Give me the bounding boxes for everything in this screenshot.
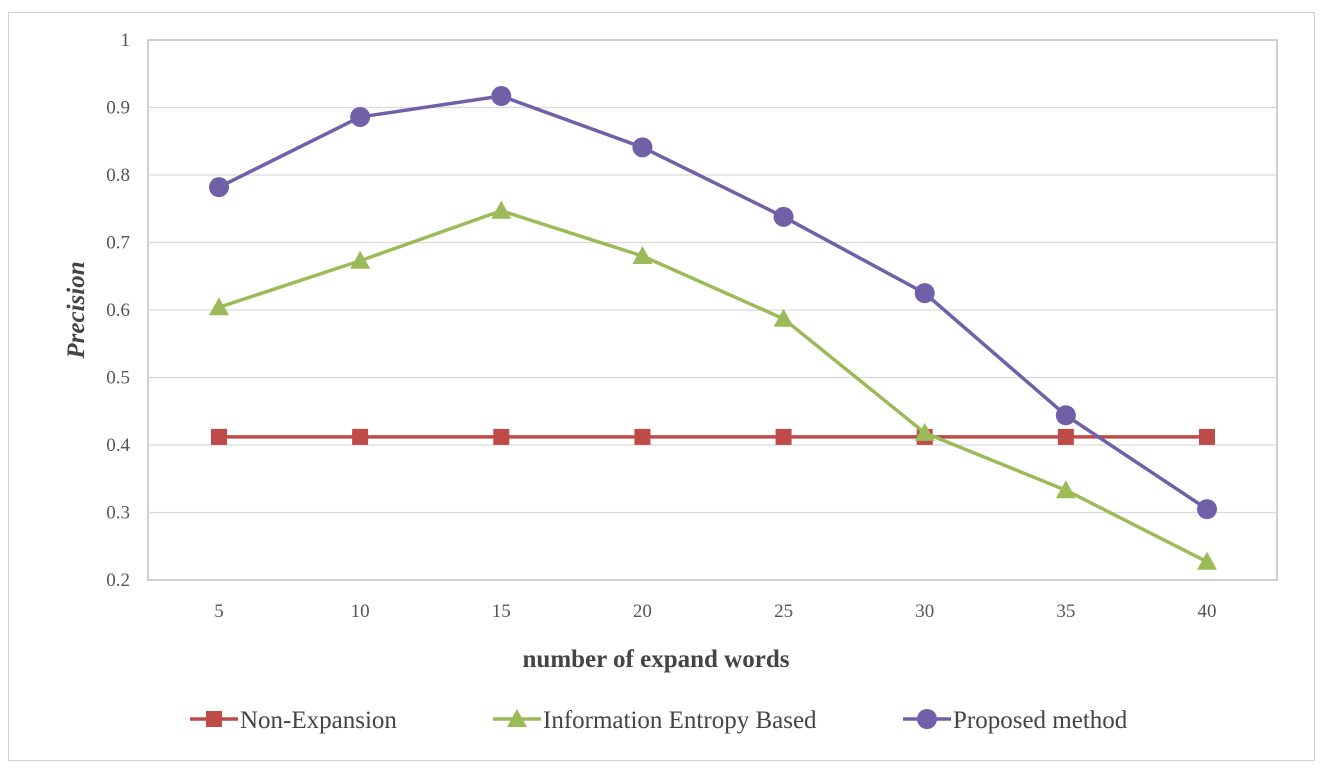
y-tick-label: 0.5 xyxy=(106,368,130,389)
data-point-square xyxy=(493,428,510,445)
y-tick-label: 0.7 xyxy=(106,233,130,254)
legend-label: Non-Expansion xyxy=(240,707,397,734)
x-tick-label: 25 xyxy=(774,601,793,622)
series-non-expansion xyxy=(211,428,1215,445)
data-point-triangle xyxy=(632,246,653,264)
data-point-circle xyxy=(491,86,512,107)
legend-marker-square xyxy=(206,711,222,727)
x-tick-label: 35 xyxy=(1056,601,1075,622)
data-point-circle xyxy=(632,137,653,158)
y-tick-label: 0.9 xyxy=(106,98,130,119)
y-tick-label: 0.6 xyxy=(106,300,130,321)
legend-item: Non-Expansion xyxy=(190,707,397,734)
series-line xyxy=(218,94,1208,511)
data-point-square xyxy=(775,428,792,445)
legend-label: Information Entropy Based xyxy=(543,707,817,734)
x-tick-label: 40 xyxy=(1198,601,1217,622)
x-tick-label: 10 xyxy=(351,601,370,622)
data-point-triangle xyxy=(491,200,512,219)
data-point-square xyxy=(352,428,369,445)
data-point-square xyxy=(634,428,651,445)
legend-item: Information Entropy Based xyxy=(493,707,817,734)
data-point-triangle xyxy=(773,308,794,327)
x-tick-label: 15 xyxy=(492,601,511,622)
data-point-triangle xyxy=(209,297,229,316)
data-point-triangle xyxy=(1197,551,1217,570)
y-axis-label: Precision xyxy=(63,261,90,359)
series-information-entropy-based xyxy=(209,200,1217,570)
data-point-square xyxy=(1199,428,1215,445)
data-point-triangle xyxy=(914,422,935,441)
data-point-circle xyxy=(1197,499,1217,520)
x-axis-label: number of expand words xyxy=(523,646,790,673)
x-tick-label: 20 xyxy=(633,601,652,622)
y-tick-label: 1 xyxy=(121,30,131,51)
data-point-triangle xyxy=(1055,480,1076,499)
data-point-circle xyxy=(209,177,229,198)
data-point-circle xyxy=(1055,405,1076,426)
data-point-circle xyxy=(914,283,935,304)
legend-label: Proposed method xyxy=(953,707,1128,734)
y-tick-label: 0.4 xyxy=(106,435,130,456)
data-point-triangle xyxy=(350,250,371,269)
y-tick-label: 0.8 xyxy=(106,165,130,186)
legend: Non-Expansion Information Entropy Based Pr… xyxy=(190,707,1128,734)
series-proposed-method xyxy=(209,86,1217,520)
data-point-circle xyxy=(350,106,371,127)
data-point-square xyxy=(1057,428,1074,445)
y-tick-label: 0.3 xyxy=(106,503,130,524)
data-point-square xyxy=(211,428,227,445)
x-tick-label: 30 xyxy=(915,601,934,622)
legend-marker-circle xyxy=(917,709,937,729)
legend-marker-triangle xyxy=(507,709,527,727)
series-line xyxy=(218,209,1208,564)
y-tick-label: 0.2 xyxy=(106,570,130,591)
data-point-circle xyxy=(773,206,794,227)
chart-frame xyxy=(8,12,1315,761)
legend-item: Proposed method xyxy=(903,707,1128,734)
x-tick-label: 5 xyxy=(214,601,224,622)
